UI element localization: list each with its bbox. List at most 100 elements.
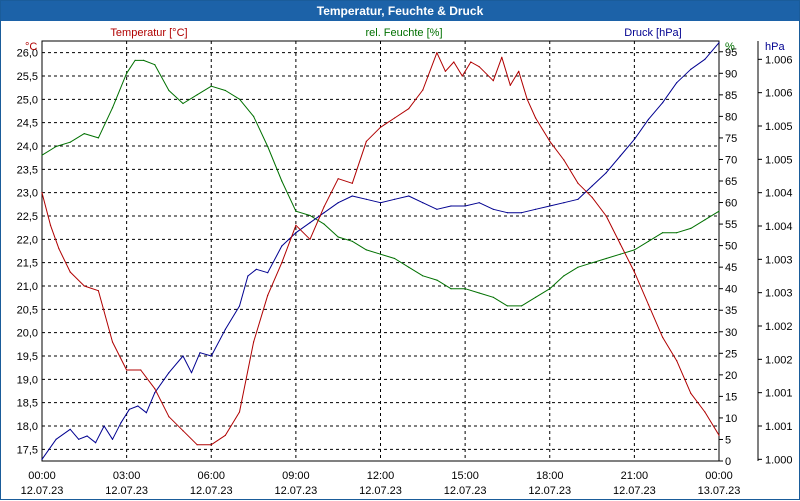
humidity-data-point — [168, 89, 170, 92]
humidity-data-point — [619, 253, 621, 255]
humidity-tick-label: 35 — [725, 305, 737, 317]
pressure-data-point — [450, 205, 452, 207]
temperature-data-point — [379, 126, 382, 128]
humidity-data-point — [154, 64, 156, 66]
temperature-data-point — [549, 140, 551, 142]
x-tick-time: 00:00 — [705, 470, 733, 482]
pressure-data-point — [267, 272, 269, 274]
humidity-data-point — [238, 98, 241, 100]
pressure-data-point — [69, 428, 71, 430]
pressure-tick-label: 1.001 — [765, 421, 793, 433]
x-tick-date: 12.07.23 — [359, 485, 402, 497]
pressure-data-point — [128, 408, 130, 410]
humidity-data-point — [633, 249, 636, 251]
temperature-data-point — [591, 196, 593, 198]
pressure-data-point — [55, 438, 57, 440]
pressure-tick-label: 1.005 — [765, 154, 793, 166]
pressure-data-point — [436, 208, 438, 210]
humidity-data-point — [464, 288, 466, 290]
temperature-data-point — [196, 444, 198, 446]
pressure-data-point — [120, 422, 122, 424]
pressure-data-point — [86, 435, 88, 437]
humidity-tick-label: 75 — [725, 133, 737, 145]
pressure-data-point — [379, 202, 382, 204]
humidity-data-point — [436, 279, 438, 281]
pressure-data-point — [199, 352, 201, 354]
temperature-data-point — [444, 70, 446, 72]
humidity-data-point — [718, 210, 720, 212]
pressure-data-point — [478, 202, 480, 204]
temperature-data-point — [238, 411, 241, 413]
humidity-data-point — [394, 257, 396, 260]
temperature-data-point — [41, 192, 43, 194]
x-tick-date: 12.07.23 — [21, 485, 64, 497]
pressure-tick-label: 1.006 — [765, 88, 793, 100]
pressure-tick-label: 1.002 — [765, 321, 793, 333]
temperature-data-point — [436, 52, 438, 54]
x-tick-date: 12.07.23 — [274, 485, 317, 497]
humidity-data-point — [351, 240, 353, 242]
temperature-tick-label: 19,5 — [17, 351, 38, 363]
temperature-data-point — [676, 360, 678, 362]
x-tick-time: 09:00 — [282, 470, 310, 482]
x-tick-date: 12.07.23 — [444, 485, 487, 497]
temperature-data-point — [563, 159, 565, 161]
pressure-data-point — [247, 275, 249, 277]
temperature-data-point — [718, 434, 720, 436]
humidity-data-point — [210, 85, 212, 87]
pressure-data-point — [238, 305, 241, 307]
pressure-data-point — [605, 172, 607, 174]
pressure-data-point — [337, 202, 339, 204]
pressure-data-point — [408, 195, 410, 197]
temperature-data-point — [577, 182, 579, 184]
humidity-tick-label: 65 — [725, 176, 737, 188]
pressure-tick-label: 1.006 — [765, 54, 793, 66]
pressure-data-point — [704, 58, 706, 60]
temperature-data-point — [365, 140, 367, 142]
pressure-data-point — [145, 412, 147, 414]
temperature-tick-label: 20,0 — [17, 328, 38, 340]
temperature-data-point — [253, 341, 255, 343]
temperature-tick-label: 23,0 — [17, 188, 38, 200]
temperature-tick-label: 24,0 — [17, 141, 38, 153]
humidity-data-point — [309, 214, 311, 217]
pressure-data-point — [103, 425, 105, 427]
humidity-tick-label: 60 — [725, 198, 737, 210]
temperature-tick-label: 18,0 — [17, 421, 38, 433]
humidity-tick-label: 95 — [725, 47, 737, 59]
pressure-data-point — [492, 208, 494, 210]
pressure-data-point — [647, 118, 650, 120]
pressure-data-point — [422, 202, 424, 204]
humidity-data-point — [41, 154, 43, 156]
temperature-data-point — [49, 224, 52, 226]
temperature-data-point — [633, 271, 636, 273]
temperature-data-point — [97, 290, 99, 292]
humidity-data-point — [563, 275, 565, 277]
temperature-data-point — [210, 444, 212, 446]
pressure-data-point — [190, 372, 193, 374]
pressure-data-point — [365, 198, 367, 200]
temperature-data-point — [478, 66, 480, 68]
temperature-data-point — [323, 206, 325, 208]
pressure-tick-label: 1.002 — [765, 354, 793, 366]
pressure-data-point — [111, 438, 114, 440]
humidity-data-point — [97, 137, 99, 139]
x-tick-date: 12.07.23 — [190, 485, 233, 497]
humidity-data-point — [535, 296, 537, 298]
humidity-data-point — [196, 94, 198, 96]
humidity-tick-label: 45 — [725, 262, 737, 274]
temperature-data-point — [126, 369, 128, 371]
humidity-tick-label: 90 — [725, 68, 737, 80]
temperature-tick-label: 23,5 — [17, 164, 38, 176]
temperature-tick-label: 20,5 — [17, 304, 38, 316]
humidity-tick-label: 80 — [725, 111, 737, 123]
temperature-data-point — [422, 89, 424, 91]
series-lines — [41, 42, 720, 460]
temperature-series-line — [41, 52, 720, 446]
humidity-tick-label: 10 — [725, 413, 737, 425]
temperature-data-point — [461, 75, 463, 77]
temperature-data-point — [408, 108, 410, 110]
temperature-data-point — [526, 98, 528, 100]
pressure-data-point — [95, 442, 97, 444]
